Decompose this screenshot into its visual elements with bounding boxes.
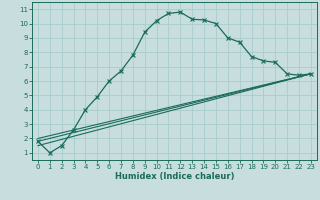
X-axis label: Humidex (Indice chaleur): Humidex (Indice chaleur): [115, 172, 234, 181]
